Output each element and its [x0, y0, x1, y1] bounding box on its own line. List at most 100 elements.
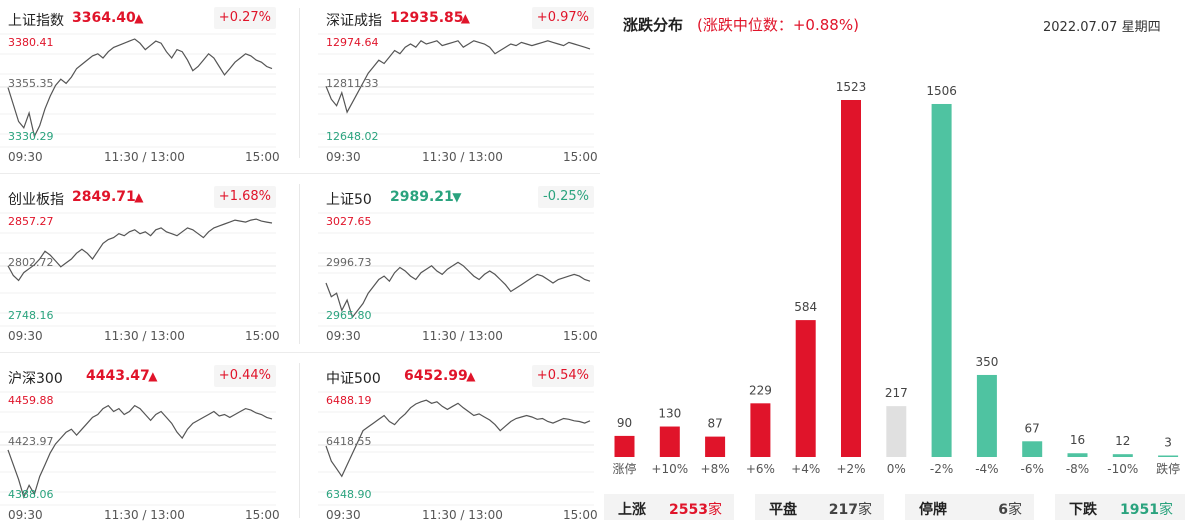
price-line [7, 404, 273, 499]
bar [795, 320, 816, 457]
x-axis-end: 15:00 [245, 508, 280, 522]
bar-value-label: 1506 [926, 84, 957, 98]
category-label: +4% [791, 462, 820, 476]
summary-count: 2553 [669, 502, 708, 518]
y-axis-max: 3380.41 [8, 36, 54, 49]
index-name: 深证成指 [326, 13, 382, 29]
bar-value-label: 3 [1164, 436, 1172, 450]
index-price: 6452.99 [404, 368, 468, 384]
x-axis-mid: 11:30 / 13:00 [104, 329, 185, 343]
summary-label: 上涨 [618, 502, 646, 518]
x-axis-mid: 11:30 / 13:00 [422, 508, 503, 522]
index-name: 创业板指 [8, 192, 64, 208]
summary-down: 下跌 1951家 [1055, 494, 1185, 520]
y-axis-max: 6488.19 [326, 394, 372, 407]
y-axis-baseline: 3355.35 [8, 77, 54, 90]
summary-count: 6 [998, 502, 1008, 518]
summary-suspended: 停牌 6家 [905, 494, 1034, 520]
bar [841, 100, 861, 457]
bar [976, 374, 997, 457]
x-axis-mid: 11:30 / 13:00 [422, 329, 503, 343]
x-axis-mid: 11:30 / 13:00 [104, 150, 185, 164]
row-separator [0, 173, 600, 174]
arrow-up-icon: ▲ [466, 369, 476, 383]
intraday-chart [0, 33, 276, 148]
price-line [325, 261, 591, 319]
y-axis-max: 12974.64 [326, 36, 379, 49]
bar-value-label: 90 [617, 416, 632, 430]
y-axis-min: 6348.90 [326, 488, 372, 501]
y-axis-max: 4459.88 [8, 394, 54, 407]
index-panel: 中证500 6452.99 ▲ +0.54% 6488.19 6418.55 6348.90… [318, 358, 600, 524]
bar [705, 436, 726, 457]
index-price: 4443.47 [86, 368, 150, 384]
category-label: +8% [701, 462, 730, 476]
change-badge: +0.54% [531, 365, 594, 387]
bar [931, 103, 952, 457]
bar-value-label: 87 [707, 417, 722, 431]
category-label: +2% [836, 462, 865, 476]
y-axis-min: 2748.16 [8, 309, 54, 322]
summary-flat: 平盘 217家 [755, 494, 884, 520]
y-axis-baseline: 6418.55 [326, 435, 372, 448]
summary-count: 1951 [1120, 502, 1159, 518]
intraday-chart [0, 391, 276, 506]
intraday-chart [318, 391, 594, 506]
change-badge: -0.25% [538, 186, 594, 208]
change-badge: +0.44% [213, 365, 276, 387]
summary-label: 下跌 [1069, 502, 1097, 518]
change-badge: +0.27% [213, 7, 276, 29]
x-axis-end: 15:00 [563, 508, 598, 522]
bar-value-label: 584 [794, 300, 817, 314]
category-label: +6% [746, 462, 775, 476]
distribution-date: 2022.07.07 星期四 [1043, 20, 1161, 35]
x-axis-start: 09:30 [8, 150, 43, 164]
x-axis-start: 09:30 [8, 508, 43, 522]
y-axis-min: 3330.29 [8, 130, 54, 143]
index-name: 上证指数 [8, 13, 64, 29]
bar-value-label: 16 [1070, 433, 1085, 447]
y-axis-max: 2857.27 [8, 215, 54, 228]
change-badge: +1.68% [213, 186, 276, 208]
intraday-chart [0, 212, 276, 327]
index-price: 2849.71 [72, 189, 136, 205]
summary-count: 217 [828, 502, 858, 518]
index-panel: 沪深300 4443.47 ▲ +0.44% 4459.88 4423.97 4388.06… [0, 358, 282, 524]
y-axis-max: 3027.65 [326, 215, 372, 228]
summary-value: 2553家 [669, 499, 722, 519]
category-label: +10% [651, 462, 688, 476]
column-separator-left [299, 8, 300, 158]
arrow-up-icon: ▲ [460, 11, 471, 25]
summary-label: 停牌 [919, 502, 947, 518]
index-name: 中证500 [326, 371, 381, 387]
bar [659, 426, 680, 457]
bar [1112, 454, 1133, 457]
price-line [7, 218, 273, 282]
summary-value: 217家 [829, 499, 872, 519]
index-panel: 深证成指 12935.85 ▲ +0.97% 12974.64 12811.33 12648… [318, 0, 600, 166]
bar-value-label: 217 [885, 386, 908, 400]
summary-label: 平盘 [769, 502, 797, 518]
x-axis-end: 15:00 [245, 150, 280, 164]
x-axis-start: 09:30 [326, 150, 361, 164]
bar [614, 435, 635, 457]
category-label: -10% [1107, 462, 1138, 476]
column-separator-left [299, 184, 300, 344]
category-label: 0% [887, 462, 906, 476]
summary-unit: 家 [708, 502, 722, 518]
category-label: -6% [1021, 462, 1044, 476]
arrow-up-icon: ▲ [148, 369, 158, 383]
summary-unit: 家 [858, 502, 872, 518]
summary-value: 6家 [998, 499, 1022, 519]
bar-value-label: 12 [1115, 434, 1130, 448]
x-axis-start: 09:30 [8, 329, 43, 343]
index-panel: 上证指数 3364.40 ▲ +0.27% 3380.41 3355.35 3330.29 0… [0, 0, 282, 166]
intraday-chart [318, 212, 594, 327]
y-axis-min: 12648.02 [326, 130, 379, 143]
x-axis-mid: 11:30 / 13:00 [422, 150, 503, 164]
row-separator [0, 352, 600, 353]
index-panel: 上证50 2989.21 ▼ -0.25% 3027.65 2996.73 2965.80 0… [318, 179, 600, 345]
category-label: -8% [1066, 462, 1089, 476]
distribution-bar-chart: 90 涨停 130 +10% 87 +8% 229 +6% 584 +4% 1523 +2% 217 0%… [612, 80, 1180, 476]
column-separator-left [299, 363, 300, 518]
